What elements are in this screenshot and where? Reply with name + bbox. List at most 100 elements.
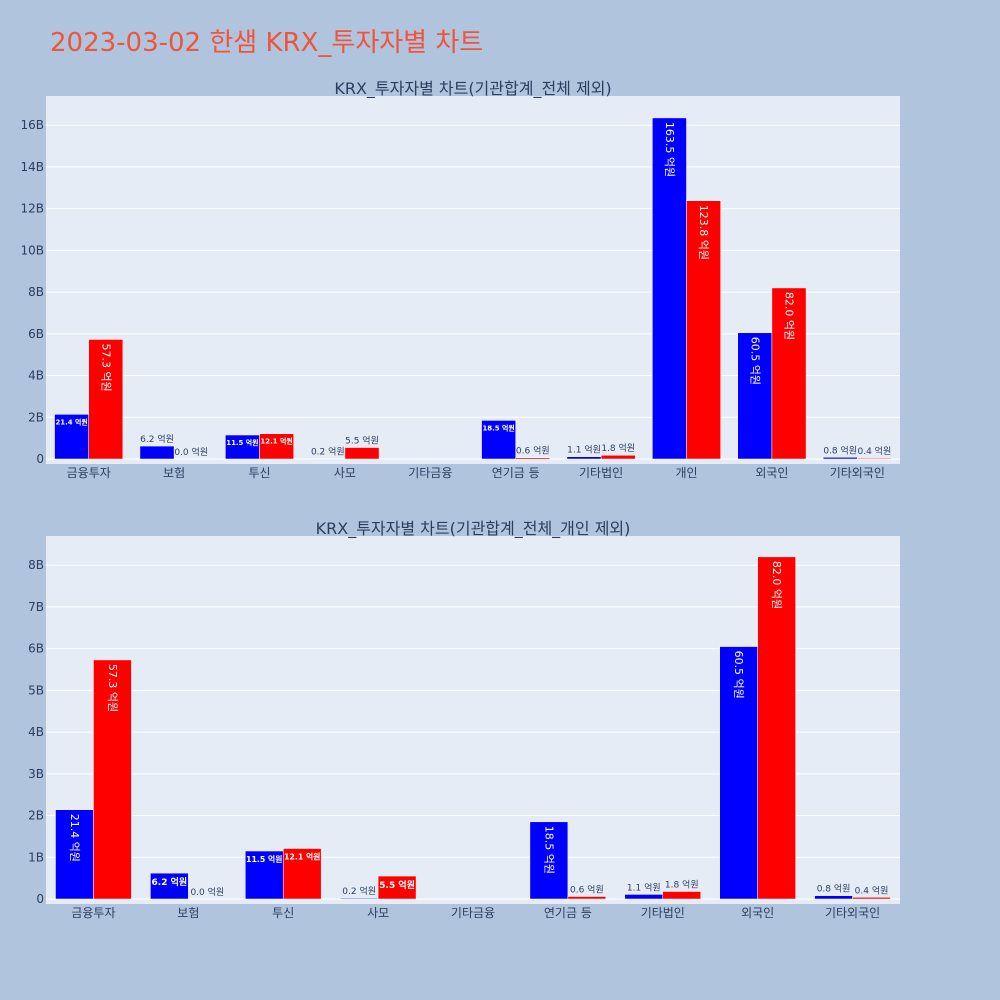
data-label: 82.0 억원 xyxy=(770,561,783,609)
data-label: 57.3 억원 xyxy=(106,664,119,712)
data-label: 0.6 억원 xyxy=(516,445,550,457)
data-label: 18.5 억원 xyxy=(482,423,514,432)
data-label: 0.2 억원 xyxy=(342,885,376,897)
data-label: 12.1 억원 xyxy=(284,851,320,861)
y-tick-label: 0 xyxy=(36,892,44,906)
bar xyxy=(93,659,132,900)
bar xyxy=(566,456,602,460)
y-tick-label: 6B xyxy=(28,642,44,656)
x-tick-label: 기타외국인 xyxy=(825,906,880,920)
data-label: 0.8 억원 xyxy=(817,883,851,895)
x-tick-label: 외국인 xyxy=(755,466,788,480)
x-tick-label: 기타외국인 xyxy=(830,466,885,480)
bar xyxy=(857,457,892,460)
data-label: 123.8 억원 xyxy=(697,205,710,260)
x-tick-label: 사모 xyxy=(367,906,389,920)
bar xyxy=(377,875,417,900)
bar xyxy=(344,447,380,460)
bar xyxy=(54,414,89,460)
x-tick-label: 투신 xyxy=(272,906,294,920)
data-label: 60.5 억원 xyxy=(748,337,761,385)
bar xyxy=(139,445,175,460)
bar xyxy=(822,457,858,460)
x-tick-label: 기타법인 xyxy=(641,906,685,920)
data-label: 6.2 억원 xyxy=(152,876,188,888)
bar xyxy=(88,339,124,460)
bar xyxy=(624,894,664,900)
data-label: 21.4 억원 xyxy=(68,814,81,862)
chart-title: KRX_투자자별 차트(기관합계_전체 제외) xyxy=(334,79,611,99)
x-tick-label: 기타금융 xyxy=(408,466,452,480)
data-label: 11.5 억원 xyxy=(246,854,282,864)
y-tick-label: 0 xyxy=(36,452,44,466)
bar xyxy=(515,457,551,460)
bar xyxy=(771,287,807,460)
x-tick-label: 보험 xyxy=(163,466,185,480)
y-tick-label: 1B xyxy=(28,850,44,864)
y-tick-label: 3B xyxy=(28,767,44,781)
bar xyxy=(719,646,758,900)
bar xyxy=(852,897,891,900)
y-tick-label: 5B xyxy=(28,683,44,697)
y-tick-label: 10B xyxy=(20,243,44,257)
x-tick-label: 금융투자 xyxy=(67,466,111,480)
data-label: 5.5 억원 xyxy=(345,435,379,447)
bar xyxy=(662,891,701,900)
bar xyxy=(282,848,322,900)
x-tick-label: 연기금 등 xyxy=(544,906,592,920)
page-title: 2023-03-02 한샘 KRX_투자자별 차트 xyxy=(50,28,484,58)
bar xyxy=(737,332,773,460)
data-label: 0.0 억원 xyxy=(190,886,224,898)
data-label: 163.5 억원 xyxy=(663,122,676,177)
data-label: 0.4 억원 xyxy=(858,445,892,457)
bar xyxy=(600,454,636,460)
y-tick-label: 4B xyxy=(28,369,44,383)
y-tick-label: 7B xyxy=(28,600,44,614)
data-label: 1.1 억원 xyxy=(627,881,661,893)
data-label: 12.1 억원 xyxy=(260,437,292,446)
data-label: 0.4 억원 xyxy=(855,884,889,896)
x-tick-label: 투신 xyxy=(248,466,270,480)
bar xyxy=(339,897,379,900)
x-tick-label: 보험 xyxy=(177,906,199,920)
y-tick-label: 2B xyxy=(28,809,44,823)
bar xyxy=(567,896,607,900)
data-label: 57.3 억원 xyxy=(99,343,112,391)
data-label: 5.5 억원 xyxy=(379,879,415,891)
x-tick-label: 외국인 xyxy=(741,906,774,920)
bar xyxy=(686,200,721,460)
bar xyxy=(259,433,294,460)
y-tick-label: 14B xyxy=(20,160,44,174)
data-label: 18.5 억원 xyxy=(542,826,555,874)
x-tick-label: 금융투자 xyxy=(71,906,115,920)
y-tick-label: 6B xyxy=(28,327,44,341)
data-label: 11.5 억원 xyxy=(226,438,258,447)
y-tick-label: 8B xyxy=(28,285,44,299)
data-label: 60.5 억원 xyxy=(732,651,745,699)
data-label: 0.8 억원 xyxy=(823,444,857,456)
x-tick-label: 개인 xyxy=(675,466,697,480)
data-label: 1.8 억원 xyxy=(601,442,635,454)
y-tick-label: 4B xyxy=(28,725,44,739)
y-tick-label: 12B xyxy=(20,202,44,216)
y-tick-label: 8B xyxy=(28,558,44,572)
x-tick-label: 연기금 등 xyxy=(492,466,540,480)
data-label: 0.6 억원 xyxy=(570,883,604,895)
y-tick-label: 2B xyxy=(28,410,44,424)
data-label: 0.0 억원 xyxy=(174,446,208,458)
bar xyxy=(150,872,189,900)
bar xyxy=(757,556,796,900)
bar xyxy=(481,420,516,460)
data-label: 1.1 억원 xyxy=(567,444,601,456)
bar xyxy=(814,895,853,900)
data-label: 82.0 억원 xyxy=(782,292,795,340)
data-label: 21.4 억원 xyxy=(55,417,87,426)
chart-title: KRX_투자자별 차트(기관합계_전체_개인 제외) xyxy=(316,519,631,539)
data-label: 0.2 억원 xyxy=(311,446,345,458)
bar xyxy=(245,850,284,900)
data-label: 6.2 억원 xyxy=(140,433,174,445)
bar xyxy=(529,821,569,900)
x-tick-label: 사모 xyxy=(334,466,356,480)
x-tick-label: 기타법인 xyxy=(579,466,623,480)
